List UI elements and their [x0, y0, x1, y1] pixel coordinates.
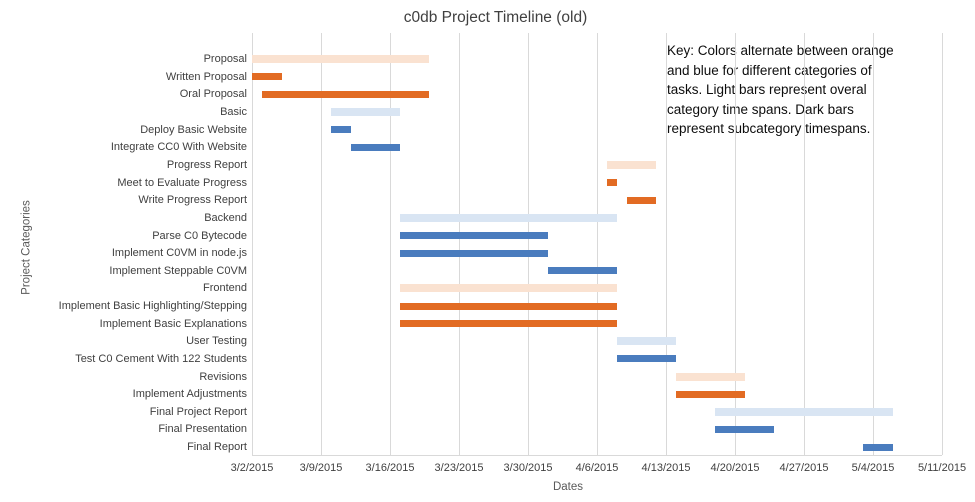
gridline [942, 33, 943, 455]
gridline [459, 33, 460, 455]
category-label: Parse C0 Bytecode [152, 229, 247, 242]
x-tick-label: 3/9/2015 [299, 462, 343, 474]
gantt-bar [399, 249, 548, 257]
gantt-bar [616, 337, 676, 346]
key-note-line: category time spans. Dark bars [667, 101, 854, 117]
x-tick-label: 3/2/2015 [230, 462, 274, 474]
gridline [666, 33, 667, 455]
gantt-bar [863, 443, 893, 451]
category-label: Proposal [203, 53, 247, 66]
key-note-line: Key: Colors alternate between orange [667, 43, 894, 58]
key-note-line: and blue for different categories of [667, 62, 872, 78]
gantt-bar [399, 232, 548, 239]
gantt-bar [399, 320, 617, 328]
category-label: Test C0 Cement With 122 Students [75, 352, 247, 365]
gantt-bar [252, 55, 430, 64]
gantt-bar [547, 267, 617, 275]
category-label: Implement Basic Explanations [99, 317, 247, 330]
x-axis-title: Dates [552, 481, 584, 493]
category-label: Oral Proposal [179, 88, 247, 101]
chart-title: c0db Project Timeline (old) [403, 9, 588, 26]
category-label: Final Project Report [149, 405, 247, 418]
gantt-bar [330, 108, 400, 117]
category-label: Revisions [199, 370, 247, 383]
gantt-bar [399, 302, 617, 310]
gridline [252, 33, 253, 455]
x-axis-line [252, 455, 942, 456]
x-tick-label: 3/23/2015 [434, 462, 484, 474]
gridline [528, 33, 529, 455]
gantt-bar [330, 126, 351, 134]
gantt-bar [715, 407, 893, 416]
category-label: Implement Adjustments [132, 388, 247, 401]
category-label: Implement C0VM in node.js [111, 247, 247, 260]
gantt-bar [606, 179, 617, 187]
gantt-bar [252, 73, 282, 81]
key-note-line: represent subcategory timespans. [667, 121, 871, 136]
gridline [597, 33, 598, 455]
category-label: Frontend [202, 282, 247, 295]
key-note: Key: Colors alternate between orange and … [667, 41, 969, 139]
gantt-bar [616, 355, 676, 363]
gantt-bar [606, 160, 657, 169]
gantt-bar [399, 213, 617, 222]
gantt-bar [261, 90, 430, 98]
category-label: Write Progress Report [138, 194, 247, 207]
category-label: Deploy Basic Website [140, 123, 247, 136]
category-label: Implement Basic Highlighting/Stepping [58, 300, 247, 313]
category-label: Implement Steppable C0VM [109, 264, 247, 277]
category-label: Written Proposal [165, 70, 247, 83]
gridline [873, 33, 874, 455]
gridline [390, 33, 391, 455]
x-tick-label: 5/4/2015 [851, 462, 895, 474]
x-tick-label: 4/6/2015 [575, 462, 619, 474]
gridline [321, 33, 322, 455]
x-tick-label: 4/13/2015 [641, 462, 691, 474]
category-label: Basic [220, 106, 247, 119]
category-label: Final Report [187, 441, 247, 454]
category-label: Meet to Evaluate Progress [117, 176, 247, 189]
x-tick-label: 4/20/2015 [710, 462, 760, 474]
category-label: Backend [204, 211, 247, 224]
gantt-bar [626, 196, 657, 204]
gantt-bar [675, 372, 745, 381]
x-tick-label: 3/16/2015 [365, 462, 415, 474]
gantt-bar [399, 284, 617, 293]
key-note-line: tasks. Light bars represent overal [667, 82, 867, 97]
category-label: Integrate CC0 With Website [110, 141, 247, 154]
category-label: Progress Report [166, 158, 247, 171]
gantt-bar [350, 143, 400, 151]
category-label: User Testing [186, 335, 247, 348]
gantt-bar [715, 425, 775, 433]
category-label: Final Presentation [158, 423, 247, 436]
x-tick-label: 4/27/2015 [779, 462, 829, 474]
gridline [804, 33, 805, 455]
gridline [735, 33, 736, 455]
gantt-bar [675, 390, 745, 398]
x-tick-label: 3/30/2015 [503, 462, 553, 474]
x-tick-label: 5/11/2015 [917, 462, 967, 474]
